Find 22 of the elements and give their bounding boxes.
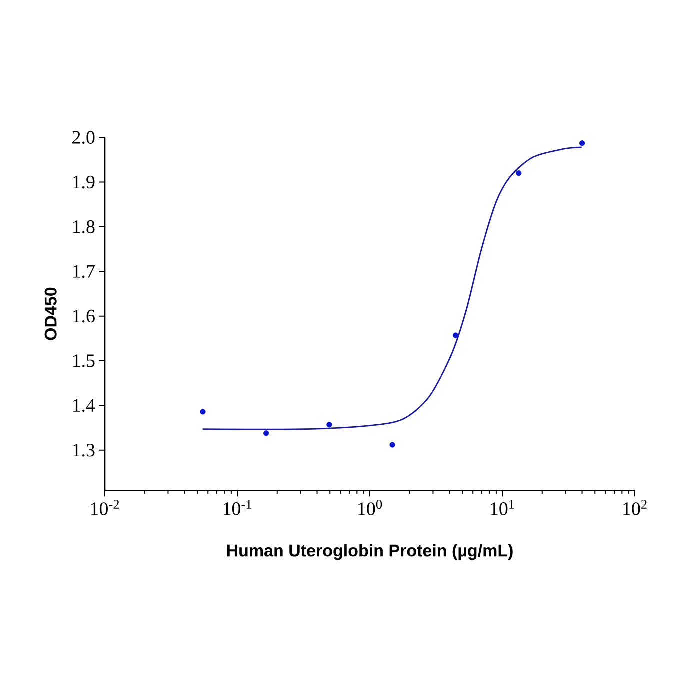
y-tick-label: 1.5 (73, 354, 95, 368)
x-axis-title: Human Uteroglobin Protein (µg/mL) (227, 544, 513, 560)
y-tick-label: 1.6 (73, 310, 95, 323)
x-tick-label: 10$^{2}$ (624, 500, 647, 516)
y-tick-label: 1.9 (73, 176, 95, 189)
point (200, 409, 206, 415)
x-tick-label: 10$^{-2}$ (91, 500, 120, 516)
y-tick-label: 1.3 (73, 444, 95, 457)
x-tick-label: 10$^{-1}$ (224, 500, 252, 516)
point (390, 442, 396, 448)
x-tick-label: 10$^{1}$ (491, 500, 514, 516)
point (452, 332, 459, 338)
point (326, 422, 332, 428)
y-tick-label: 1.8 (73, 220, 95, 234)
y-axis-title: OD450 (44, 288, 57, 340)
y-tick-label: 2.0 (72, 131, 95, 144)
point (264, 430, 270, 436)
y-tick-label: 1.7 (73, 265, 95, 278)
y-tick-label: 1.4 (73, 399, 96, 412)
point (516, 170, 522, 176)
point (579, 140, 586, 146)
x-tick-label: 10$^{0}$ (358, 500, 382, 516)
